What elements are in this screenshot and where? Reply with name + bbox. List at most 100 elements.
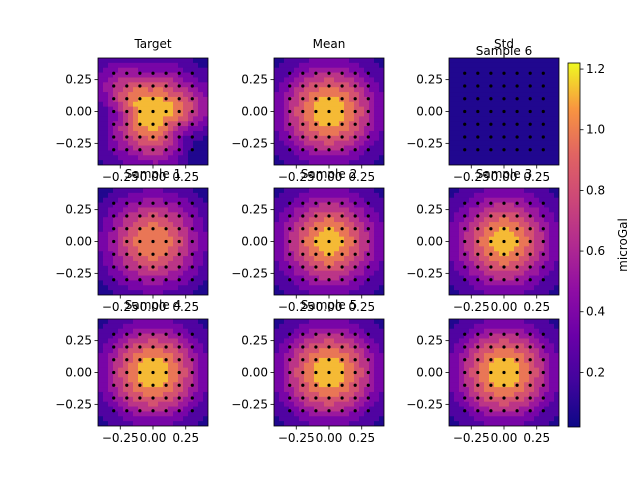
contour-cell xyxy=(479,382,485,388)
contour-cell xyxy=(499,62,505,69)
contour-cell xyxy=(118,328,124,335)
contour-cell xyxy=(364,265,370,272)
contour-cell xyxy=(524,150,530,156)
contour-cell xyxy=(369,140,375,147)
contour-cell xyxy=(464,121,470,127)
sample-point xyxy=(476,252,480,256)
contour-cell xyxy=(329,285,335,291)
contour-cell xyxy=(329,367,335,374)
contour-cell xyxy=(284,328,290,335)
contour-cell xyxy=(178,58,184,64)
contour-cell xyxy=(324,82,330,88)
contour-cell xyxy=(369,411,375,417)
contour-cell xyxy=(153,236,159,243)
contour-cell xyxy=(178,241,184,247)
contour-cell xyxy=(539,362,545,369)
contour-cell xyxy=(103,416,109,422)
contour-cell xyxy=(474,319,480,325)
contour-cell xyxy=(484,406,490,413)
contour-cell xyxy=(188,362,194,369)
sample-point xyxy=(476,227,480,231)
contour-cell xyxy=(529,236,535,243)
contour-cell xyxy=(153,362,159,369)
contour-cell xyxy=(158,140,164,147)
contour-cell xyxy=(143,348,149,354)
contour-cell xyxy=(539,135,545,142)
contour-cell xyxy=(339,290,345,295)
contour-cell xyxy=(203,212,208,218)
contour-cell xyxy=(203,135,208,142)
contour-cell xyxy=(319,126,325,132)
contour-cell xyxy=(494,226,500,233)
sample-point xyxy=(340,409,344,413)
contour-cell xyxy=(479,106,485,113)
contour-cell xyxy=(324,150,330,156)
contour-cell xyxy=(534,77,540,83)
contour-cell xyxy=(163,270,169,277)
contour-cell xyxy=(279,197,285,204)
contour-cell xyxy=(449,96,455,103)
contour-cell xyxy=(173,82,179,88)
contour-cell xyxy=(148,150,154,156)
contour-cell xyxy=(168,285,174,291)
contour-cell xyxy=(304,145,310,152)
contour-cell xyxy=(524,246,530,252)
contour-cell xyxy=(334,343,340,349)
contour-cell xyxy=(314,338,320,344)
contour-cell xyxy=(193,401,199,408)
contour-cell xyxy=(309,67,315,74)
sample-point xyxy=(151,214,155,218)
contour-cell xyxy=(474,135,480,142)
contour-cell xyxy=(504,160,510,165)
contour-cell xyxy=(284,212,290,218)
contour-cell xyxy=(494,416,500,422)
sample-point xyxy=(463,239,467,244)
sample-point xyxy=(541,332,545,336)
contour-cell xyxy=(464,328,470,335)
sample-point xyxy=(151,396,155,400)
contour-cell xyxy=(123,231,129,238)
contour-cell xyxy=(364,416,370,422)
contour-cell xyxy=(168,222,174,228)
contour-cell xyxy=(469,62,475,69)
contour-cell xyxy=(359,72,365,79)
contour-cell xyxy=(279,77,285,83)
contour-cell xyxy=(118,212,124,218)
contour-cell xyxy=(198,140,204,147)
contour-cell xyxy=(474,222,480,228)
contour-cell xyxy=(504,246,510,252)
contour-cell xyxy=(459,382,465,388)
contour-cell xyxy=(299,328,305,335)
contour-cell xyxy=(349,265,355,272)
contour-cell xyxy=(334,155,340,161)
contour-cell xyxy=(128,77,134,83)
contour-cell xyxy=(529,333,535,340)
contour-cell xyxy=(359,92,365,98)
contour-field xyxy=(449,319,559,426)
contour-cell xyxy=(354,192,360,199)
sample-point xyxy=(138,84,142,88)
contour-cell xyxy=(379,406,384,413)
contour-cell xyxy=(274,121,280,127)
sample-point xyxy=(301,278,305,282)
contour-cell xyxy=(364,87,370,93)
contour-cell xyxy=(354,121,360,127)
contour-cell xyxy=(299,197,305,204)
contour-cell xyxy=(289,87,295,93)
sample-point xyxy=(528,383,532,387)
contour-cell xyxy=(193,92,199,98)
contour-cell xyxy=(359,382,365,388)
contour-cell xyxy=(148,92,154,98)
contour-cell xyxy=(314,260,320,267)
contour-cell xyxy=(178,160,184,165)
sample-point xyxy=(190,239,194,244)
contour-cell xyxy=(284,77,290,83)
contour-cell xyxy=(474,391,480,398)
contour-cell xyxy=(514,353,520,359)
contour-cell xyxy=(108,58,114,64)
contour-cell xyxy=(339,87,345,93)
contour-cell xyxy=(143,226,149,233)
colorbar-gradient xyxy=(567,62,581,428)
contour-cell xyxy=(158,192,164,199)
contour-cell xyxy=(158,319,164,325)
